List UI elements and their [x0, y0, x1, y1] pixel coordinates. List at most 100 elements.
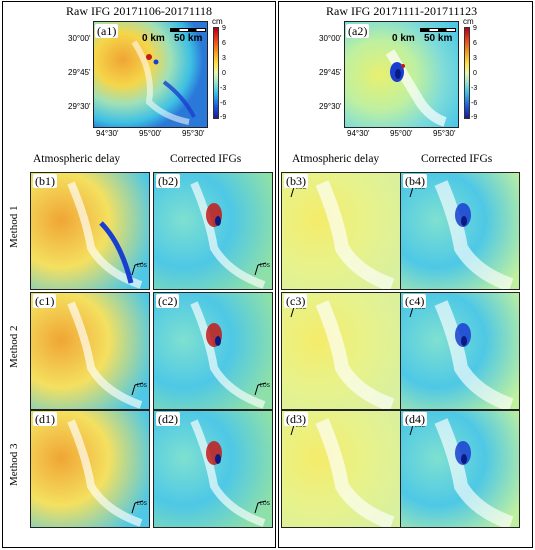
panel-d4-map: LOS (d4)	[400, 410, 520, 528]
map-b4-los-label: LOS	[415, 185, 426, 191]
a1-scale-bar	[170, 28, 206, 32]
map-c1-image	[31, 293, 149, 409]
panel-b1-map: LOS (b1)	[30, 172, 150, 290]
a1-cb-tick-3: 3	[222, 55, 226, 62]
a2-scale-bar	[420, 28, 456, 32]
a1-lon-tick-3: 95°30'	[182, 129, 205, 138]
map-b4-image	[401, 173, 519, 289]
map-b2-valley	[190, 181, 266, 289]
map-c3-valley	[315, 300, 395, 409]
panel-c1-map: LOS (c1)	[30, 292, 150, 410]
a1-cb-tick-5: -3	[220, 85, 227, 92]
raw-ifg-a1-image	[94, 22, 207, 127]
map-b2-los-label: LOS	[260, 263, 271, 269]
a1-cb-tick-4: 0	[222, 70, 226, 77]
a2-lat-tick-2: 29°45'	[319, 68, 342, 77]
a2-lat-tick-3: 29°30'	[319, 102, 342, 111]
panel-c3-map: LOS (c3)	[281, 292, 401, 410]
a1-scale-start: 0 km	[142, 33, 165, 44]
a2-lon-tick-2: 95°00'	[390, 129, 413, 138]
a1-scale-end: 50 km	[174, 33, 203, 44]
panel-label-d2: (d2)	[156, 412, 180, 426]
panel-c4-map: LOS (c4)	[400, 292, 520, 410]
a1-lon-tick-2: 95°00'	[139, 129, 162, 138]
map-d4-valley	[434, 418, 514, 527]
panel-b2-map: LOS (b2)	[153, 172, 273, 290]
panel-b3-map: LOS (b3)	[281, 172, 401, 290]
panel-label-c3: (c3)	[284, 294, 308, 308]
map-c4-deformation-core	[461, 336, 467, 346]
map-c3-los-label: LOS	[296, 305, 307, 311]
map-d2-valley	[190, 419, 266, 527]
panel-b4-map: LOS (b4)	[400, 172, 520, 290]
map-d2-los-label: LOS	[260, 501, 271, 507]
map-c3-image	[282, 293, 400, 409]
panel-d3-map: LOS (d3)	[281, 410, 401, 528]
a2-cb-tick-3: 3	[473, 55, 477, 62]
col-header-4: Corrected IFGs	[421, 153, 493, 165]
map-b2-image	[154, 173, 272, 289]
map-c1-valley	[67, 301, 143, 409]
left-figure-frame	[2, 1, 276, 548]
map-d1-valley	[67, 419, 143, 527]
a2-cb-tick-6: -6	[471, 100, 478, 107]
row-label-method-3: Method 3	[8, 443, 20, 486]
map-c1-los-arrow	[131, 382, 144, 396]
map-d4-deformation-core	[461, 454, 467, 464]
map-b1-image	[31, 173, 149, 289]
map-b1-los-label: LOS	[137, 263, 148, 269]
map-c1-los-label: LOS	[137, 383, 148, 389]
a1-lat-tick-3: 29°30'	[68, 102, 91, 111]
map-d4-los-label: LOS	[415, 423, 426, 429]
map-c2-los-arrow	[254, 382, 267, 396]
a2-lat-tick-1: 30°00'	[319, 34, 342, 43]
panel-d1-map: LOS (d1)	[30, 410, 150, 528]
panel-label-c2: (c2)	[156, 294, 180, 308]
map-c4-image	[401, 293, 519, 409]
row-label-method-2: Method 2	[8, 325, 20, 368]
panel-c2-map: LOS (c2)	[153, 292, 273, 410]
map-d3-valley	[315, 418, 395, 527]
a2-scale-end: 50 km	[424, 33, 453, 44]
map-d2-image	[154, 411, 272, 527]
map-b4-valley	[434, 180, 514, 289]
map-c2-image	[154, 293, 272, 409]
panel-label-c1: (c1)	[33, 294, 57, 308]
panel-label-d1: (d1)	[33, 412, 57, 426]
map-d3-los-label: LOS	[296, 423, 307, 429]
map-b2-los-arrow	[254, 262, 267, 276]
a1-cb-tick-7: -9	[220, 114, 227, 121]
panel-label-d3: (d3)	[284, 412, 308, 426]
map-c2-los-label: LOS	[260, 383, 271, 389]
panel-label-b1: (b1)	[33, 174, 57, 188]
panel-label-a1: (a1)	[95, 24, 119, 38]
map-d2-deformation-core	[215, 454, 221, 464]
a1-colorbar	[213, 27, 219, 119]
panel-label-a2: (a2)	[346, 24, 370, 38]
row-label-method-1: Method 1	[8, 205, 20, 248]
a1-lon-tick-1: 94°30'	[96, 129, 119, 138]
col-header-2: Corrected IFGs	[170, 153, 242, 165]
map-b4-deformation-core	[461, 216, 467, 226]
a1-colorbar-unit: cm	[212, 17, 223, 26]
a2-cb-tick-5: -3	[471, 85, 478, 92]
panel-a2-map	[344, 21, 459, 128]
a2-lon-tick-1: 94°30'	[347, 129, 370, 138]
col-header-1: Atmospheric delay	[33, 153, 121, 165]
a2-cb-tick-2: 6	[473, 40, 477, 47]
map-b1-river	[99, 221, 134, 284]
panel-label-b3: (b3)	[284, 174, 308, 188]
map-b2-deformation-core	[215, 216, 221, 226]
a2-cb-tick-1: 9	[473, 25, 477, 32]
a2-colorbar-unit: cm	[463, 17, 474, 26]
a1-cb-tick-6: -6	[220, 100, 227, 107]
a1-lat-tick-1: 30°00'	[68, 34, 91, 43]
a2-lon-tick-3: 95°30'	[433, 129, 456, 138]
a2-colorbar	[464, 27, 470, 119]
a2-cb-tick-4: 0	[473, 70, 477, 77]
panel-label-c4: (c4)	[403, 294, 427, 308]
map-b3-image	[282, 173, 400, 289]
map-d3-image	[282, 411, 400, 527]
left-title: Raw IFG 20171106-20171118	[66, 4, 212, 18]
a1-cb-tick-1: 9	[222, 25, 226, 32]
